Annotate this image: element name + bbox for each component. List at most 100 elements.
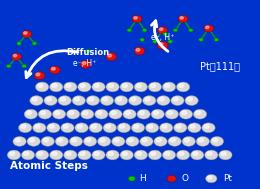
Circle shape bbox=[120, 125, 125, 128]
Circle shape bbox=[142, 29, 147, 32]
Circle shape bbox=[142, 138, 147, 142]
Circle shape bbox=[83, 111, 88, 115]
Circle shape bbox=[61, 123, 74, 133]
Circle shape bbox=[27, 136, 40, 146]
Circle shape bbox=[82, 62, 86, 64]
Circle shape bbox=[134, 82, 147, 92]
Circle shape bbox=[18, 123, 32, 133]
Circle shape bbox=[35, 150, 49, 160]
Circle shape bbox=[38, 84, 43, 88]
Circle shape bbox=[162, 125, 167, 128]
Circle shape bbox=[13, 54, 17, 57]
Circle shape bbox=[204, 125, 209, 128]
Circle shape bbox=[88, 97, 94, 101]
Text: e⁻, H⁺: e⁻, H⁺ bbox=[73, 59, 96, 68]
Circle shape bbox=[159, 97, 164, 101]
Circle shape bbox=[136, 84, 141, 88]
Circle shape bbox=[55, 136, 69, 146]
Circle shape bbox=[151, 152, 155, 156]
Circle shape bbox=[173, 29, 178, 32]
Circle shape bbox=[83, 136, 97, 146]
Circle shape bbox=[44, 96, 57, 105]
Circle shape bbox=[98, 136, 111, 146]
Circle shape bbox=[196, 111, 201, 115]
Circle shape bbox=[193, 152, 198, 156]
Circle shape bbox=[50, 82, 63, 92]
Circle shape bbox=[179, 84, 184, 88]
Circle shape bbox=[202, 123, 215, 133]
Circle shape bbox=[63, 125, 68, 128]
Circle shape bbox=[92, 82, 105, 92]
Circle shape bbox=[24, 32, 27, 34]
Circle shape bbox=[92, 150, 105, 160]
Circle shape bbox=[137, 109, 150, 119]
Circle shape bbox=[165, 109, 178, 119]
Circle shape bbox=[34, 72, 45, 80]
Circle shape bbox=[132, 15, 142, 22]
Circle shape bbox=[180, 17, 183, 19]
Circle shape bbox=[80, 60, 91, 68]
Circle shape bbox=[153, 111, 158, 115]
Circle shape bbox=[81, 109, 94, 119]
Circle shape bbox=[69, 111, 74, 115]
Circle shape bbox=[167, 111, 172, 115]
Circle shape bbox=[36, 73, 40, 76]
Circle shape bbox=[86, 96, 100, 105]
Circle shape bbox=[204, 25, 214, 32]
Circle shape bbox=[24, 109, 37, 119]
Text: Atomic Steps: Atomic Steps bbox=[10, 161, 87, 171]
Circle shape bbox=[148, 125, 153, 128]
Circle shape bbox=[52, 84, 57, 88]
Circle shape bbox=[95, 109, 108, 119]
Circle shape bbox=[52, 152, 57, 156]
Circle shape bbox=[193, 109, 207, 119]
Circle shape bbox=[66, 152, 71, 156]
Circle shape bbox=[173, 97, 178, 101]
Circle shape bbox=[134, 17, 137, 19]
Circle shape bbox=[64, 82, 77, 92]
Circle shape bbox=[46, 97, 51, 101]
Circle shape bbox=[21, 150, 35, 160]
Circle shape bbox=[60, 97, 65, 101]
Circle shape bbox=[199, 38, 203, 41]
Circle shape bbox=[182, 136, 196, 146]
Circle shape bbox=[191, 150, 204, 160]
Circle shape bbox=[41, 136, 54, 146]
Circle shape bbox=[74, 97, 80, 101]
Circle shape bbox=[168, 136, 181, 146]
Circle shape bbox=[72, 138, 77, 142]
Circle shape bbox=[7, 150, 21, 160]
Circle shape bbox=[174, 123, 187, 133]
Circle shape bbox=[106, 53, 117, 61]
Circle shape bbox=[179, 152, 184, 156]
Circle shape bbox=[64, 150, 77, 160]
Circle shape bbox=[57, 138, 62, 142]
Circle shape bbox=[127, 29, 132, 32]
Circle shape bbox=[114, 96, 128, 105]
Circle shape bbox=[27, 111, 31, 115]
Circle shape bbox=[15, 138, 20, 142]
Circle shape bbox=[131, 123, 145, 133]
Circle shape bbox=[177, 150, 190, 160]
Text: H: H bbox=[140, 174, 146, 183]
Circle shape bbox=[188, 123, 201, 133]
Circle shape bbox=[123, 109, 136, 119]
Circle shape bbox=[167, 175, 176, 182]
Circle shape bbox=[120, 82, 133, 92]
Circle shape bbox=[154, 136, 167, 146]
Circle shape bbox=[50, 66, 60, 74]
Circle shape bbox=[168, 40, 173, 43]
Circle shape bbox=[126, 136, 139, 146]
Circle shape bbox=[221, 152, 226, 156]
Circle shape bbox=[100, 96, 114, 105]
Circle shape bbox=[184, 138, 189, 142]
Circle shape bbox=[94, 152, 99, 156]
Circle shape bbox=[114, 138, 119, 142]
Circle shape bbox=[120, 150, 133, 160]
Circle shape bbox=[125, 111, 130, 115]
Circle shape bbox=[66, 84, 71, 88]
Circle shape bbox=[122, 152, 127, 156]
Circle shape bbox=[136, 48, 140, 51]
Circle shape bbox=[148, 150, 161, 160]
Circle shape bbox=[78, 82, 91, 92]
